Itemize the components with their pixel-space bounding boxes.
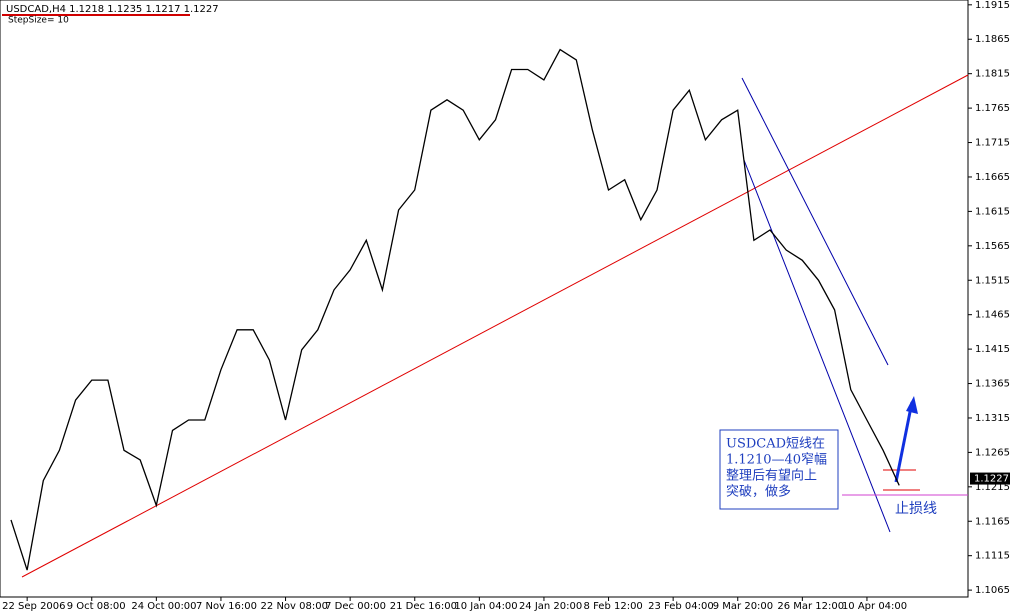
x-tick-label: 9 Oct 08:00: [67, 601, 126, 612]
y-tick-label: 1.1065: [975, 585, 1010, 596]
x-tick-label: 9 Mar 20:00: [713, 601, 773, 612]
annotation-line: 突破，做多: [726, 484, 791, 500]
price-line: [10, 48, 900, 571]
stop-label: 止损线: [895, 501, 937, 517]
x-tick-label: 8 Feb 12:00: [584, 601, 643, 612]
y-tick-label: 1.1815: [975, 69, 1010, 80]
x-tick-label: 24 Oct 00:00: [131, 601, 196, 612]
x-tick-label: 7 Nov 16:00: [196, 601, 257, 612]
y-tick-label: 1.1215: [975, 482, 1010, 493]
x-tick-label: 10 Apr 04:00: [842, 601, 907, 612]
x-tick-label: 10 Jan 04:00: [454, 601, 517, 612]
y-tick-label: 1.1315: [975, 413, 1010, 424]
y-tick-label: 1.1915: [975, 0, 1010, 11]
y-tick-label: 1.1765: [975, 103, 1010, 114]
chart-subheader: StepSize= 10: [8, 16, 69, 26]
y-tick-label: 1.1365: [975, 379, 1010, 390]
y-tick-label: 1.1415: [975, 344, 1010, 355]
arrow-shaft: [894, 401, 914, 483]
annotation-line: 1.1210—40窄幅: [726, 452, 827, 468]
annotation-line: 整理后有望向上: [726, 468, 817, 484]
y-tick-label: 1.1615: [975, 206, 1010, 217]
channel-lower: [743, 159, 891, 533]
x-tick-label: 22 Nov 08:00: [261, 601, 328, 612]
y-tick-label: 1.1465: [975, 310, 1010, 321]
x-tick-label: 23 Feb 04:00: [648, 601, 714, 612]
x-tick-label: 26 Mar 12:00: [777, 601, 844, 612]
y-tick-label: 1.1565: [975, 241, 1010, 252]
y-tick-label: 1.1165: [975, 516, 1010, 527]
last-price-label: 1.1227: [974, 474, 1009, 485]
y-tick-label: 1.1115: [975, 551, 1010, 562]
annotation-box: [719, 429, 839, 510]
annotation-line: USDCAD短线在: [726, 437, 825, 452]
last-price-box: [970, 472, 1010, 485]
channel-upper: [741, 77, 889, 366]
x-tick-label: 24 Jan 20:00: [519, 601, 582, 612]
chart-header: USDCAD,H4 1.1218 1.1235 1.1217 1.1227: [6, 4, 219, 15]
y-tick-label: 1.1865: [975, 34, 1010, 45]
arrow-head: [906, 396, 918, 414]
y-tick-label: 1.1665: [975, 172, 1010, 183]
x-tick-label: 7 Dec 00:00: [325, 601, 386, 612]
y-tick-label: 1.1265: [975, 447, 1010, 458]
trend-line: [21, 74, 969, 578]
x-tick-label: 22 Sep 2006: [2, 601, 65, 612]
y-tick-label: 1.1515: [975, 275, 1010, 286]
y-tick-label: 1.1715: [975, 138, 1010, 149]
x-tick-label: 21 Dec 16:00: [390, 601, 457, 612]
